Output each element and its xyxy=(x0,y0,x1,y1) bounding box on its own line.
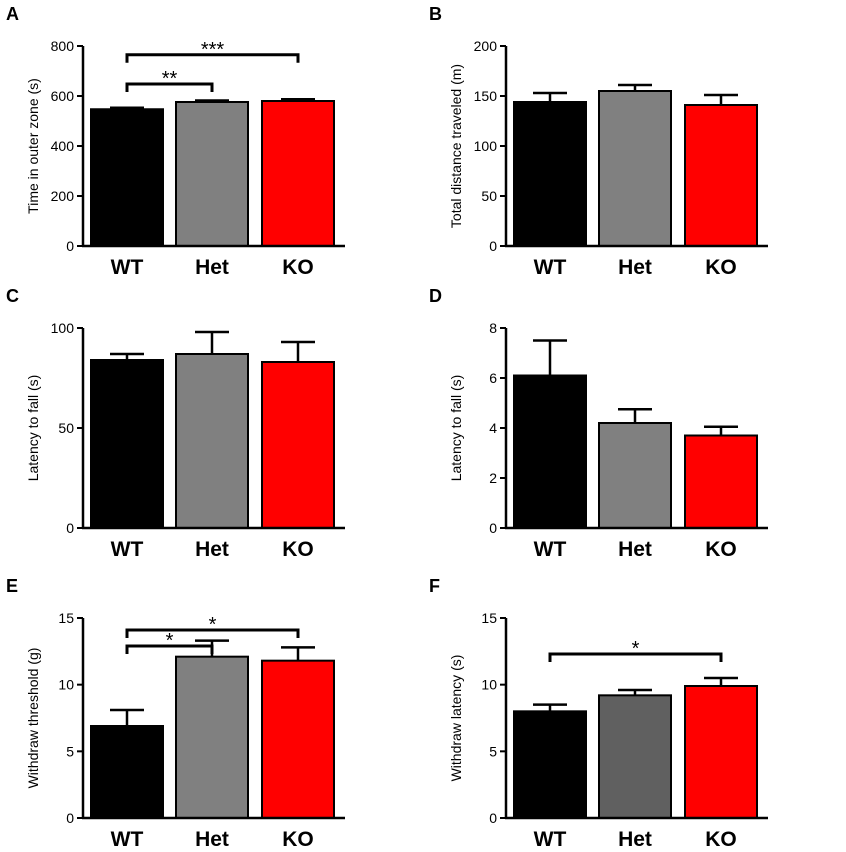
x-tick-label: WT xyxy=(534,538,567,561)
y-axis-label: Latency to fall (s) xyxy=(448,375,464,482)
y-axis-label: Time in outer zone (s) xyxy=(25,78,41,214)
x-tick-label: WT xyxy=(534,828,567,851)
bar-het xyxy=(598,422,672,529)
chart-a: A 0 200 400 600 800 WT Het KO Time in outer zone … xyxy=(6,4,345,279)
y-tick-label: 0 xyxy=(489,810,497,826)
y-tick-label: 8 xyxy=(489,320,497,336)
y-tick-label: 2 xyxy=(489,470,497,486)
y-axis-label: Total distance traveled (m) xyxy=(448,64,464,228)
chart-d: D 0 2 4 6 8 WT Het KO Latency to fall (s) xyxy=(429,286,768,561)
y-tick-label: 6 xyxy=(489,370,497,386)
bar-het xyxy=(175,655,249,819)
x-tick-label: Het xyxy=(195,538,229,561)
significance-stars: * xyxy=(166,630,174,652)
x-tick-label: KO xyxy=(705,538,737,561)
bar-wt xyxy=(90,108,164,247)
x-tick-label: KO xyxy=(282,538,314,561)
y-tick-label: 400 xyxy=(51,138,75,154)
bar-ko xyxy=(684,685,758,819)
bar-ko xyxy=(261,100,335,247)
y-tick-label: 150 xyxy=(474,88,498,104)
panel-label: B xyxy=(429,4,442,24)
x-tick-label: WT xyxy=(534,256,567,279)
significance-bracket xyxy=(125,53,300,63)
y-tick-label: 100 xyxy=(51,320,75,336)
bar-het xyxy=(175,101,249,247)
x-tick-label: Het xyxy=(195,256,229,279)
significance-bracket xyxy=(125,82,214,92)
y-tick-label: 800 xyxy=(51,38,75,54)
x-tick-label: KO xyxy=(282,256,314,279)
y-tick-label: 0 xyxy=(489,238,497,254)
x-tick-label: Het xyxy=(618,538,652,561)
y-tick-label: 10 xyxy=(481,677,497,693)
y-tick-label: 50 xyxy=(481,188,497,204)
y-axis-label: Latency to fall (s) xyxy=(25,375,41,482)
bar-wt xyxy=(513,374,587,529)
bar-ko xyxy=(261,361,335,529)
x-tick-label: KO xyxy=(705,256,737,279)
bar-wt xyxy=(513,710,587,819)
panel-label: C xyxy=(6,286,19,306)
bar-wt xyxy=(90,725,164,819)
significance-bracket xyxy=(548,652,723,662)
x-tick-label: WT xyxy=(111,538,144,561)
panel-label: D xyxy=(429,286,442,306)
panel-f: F 0 5 10 15 WT Het KO Withdraw latency (s) * xyxy=(423,572,846,852)
y-tick-label: 200 xyxy=(474,38,498,54)
y-tick-label: 600 xyxy=(51,88,75,104)
chart-c: C 0 50 100 WT Het KO Latency to fall (s) xyxy=(6,286,345,561)
y-tick-label: 0 xyxy=(66,810,74,826)
bar-ko xyxy=(261,659,335,819)
x-tick-label: KO xyxy=(282,828,314,851)
y-tick-label: 5 xyxy=(66,743,74,759)
y-tick-label: 200 xyxy=(51,188,75,204)
significance-stars: * xyxy=(632,638,640,660)
x-tick-label: WT xyxy=(111,828,144,851)
bar-wt xyxy=(513,101,587,247)
panel-label: F xyxy=(429,576,440,596)
significance-bracket xyxy=(125,644,214,654)
y-tick-label: 0 xyxy=(66,238,74,254)
panel-d: D 0 2 4 6 8 WT Het KO Latency to fall (s) xyxy=(423,282,846,562)
bar-ko xyxy=(684,434,758,529)
y-axis-label: Withdraw threshold (g) xyxy=(25,648,41,789)
bar-het xyxy=(598,694,672,819)
y-tick-label: 10 xyxy=(58,677,74,693)
x-tick-label: Het xyxy=(618,256,652,279)
panel-label: A xyxy=(6,4,19,24)
panel-c: C 0 50 100 WT Het KO Latency to fall (s) xyxy=(0,282,423,562)
bar-het xyxy=(175,353,249,529)
y-tick-label: 4 xyxy=(489,420,497,436)
chart-e: E 0 5 10 15 WT Het KO Withdraw threshold (g) * * xyxy=(6,576,345,851)
panel-label: E xyxy=(6,576,18,596)
chart-b: B 0 50 100 150 200 WT Het KO Total distance trave… xyxy=(429,4,768,279)
y-tick-label: 0 xyxy=(66,520,74,536)
panel-a: A 0 200 400 600 800 WT Het KO Time in outer zone … xyxy=(0,0,423,280)
chart-f: F 0 5 10 15 WT Het KO Withdraw latency (s) * xyxy=(429,576,768,851)
bar-het xyxy=(598,90,672,247)
x-tick-label: WT xyxy=(111,256,144,279)
y-axis-label: Withdraw latency (s) xyxy=(448,655,464,782)
x-tick-label: KO xyxy=(705,828,737,851)
y-tick-label: 0 xyxy=(489,520,497,536)
x-tick-label: Het xyxy=(195,828,229,851)
significance-bracket xyxy=(125,628,300,638)
bar-wt xyxy=(90,359,164,529)
significance-stars: ** xyxy=(162,68,178,90)
panel-b: B 0 50 100 150 200 WT Het KO Total distance trave… xyxy=(423,0,846,280)
significance-stars: *** xyxy=(201,39,225,61)
y-tick-label: 5 xyxy=(489,743,497,759)
x-tick-label: Het xyxy=(618,828,652,851)
panel-e: E 0 5 10 15 WT Het KO Withdraw threshold (g) * * xyxy=(0,572,423,852)
bar-ko xyxy=(684,104,758,247)
y-tick-label: 15 xyxy=(481,610,497,626)
y-tick-label: 50 xyxy=(58,420,74,436)
y-tick-label: 100 xyxy=(474,138,498,154)
y-tick-label: 15 xyxy=(58,610,74,626)
significance-stars: * xyxy=(209,614,217,636)
